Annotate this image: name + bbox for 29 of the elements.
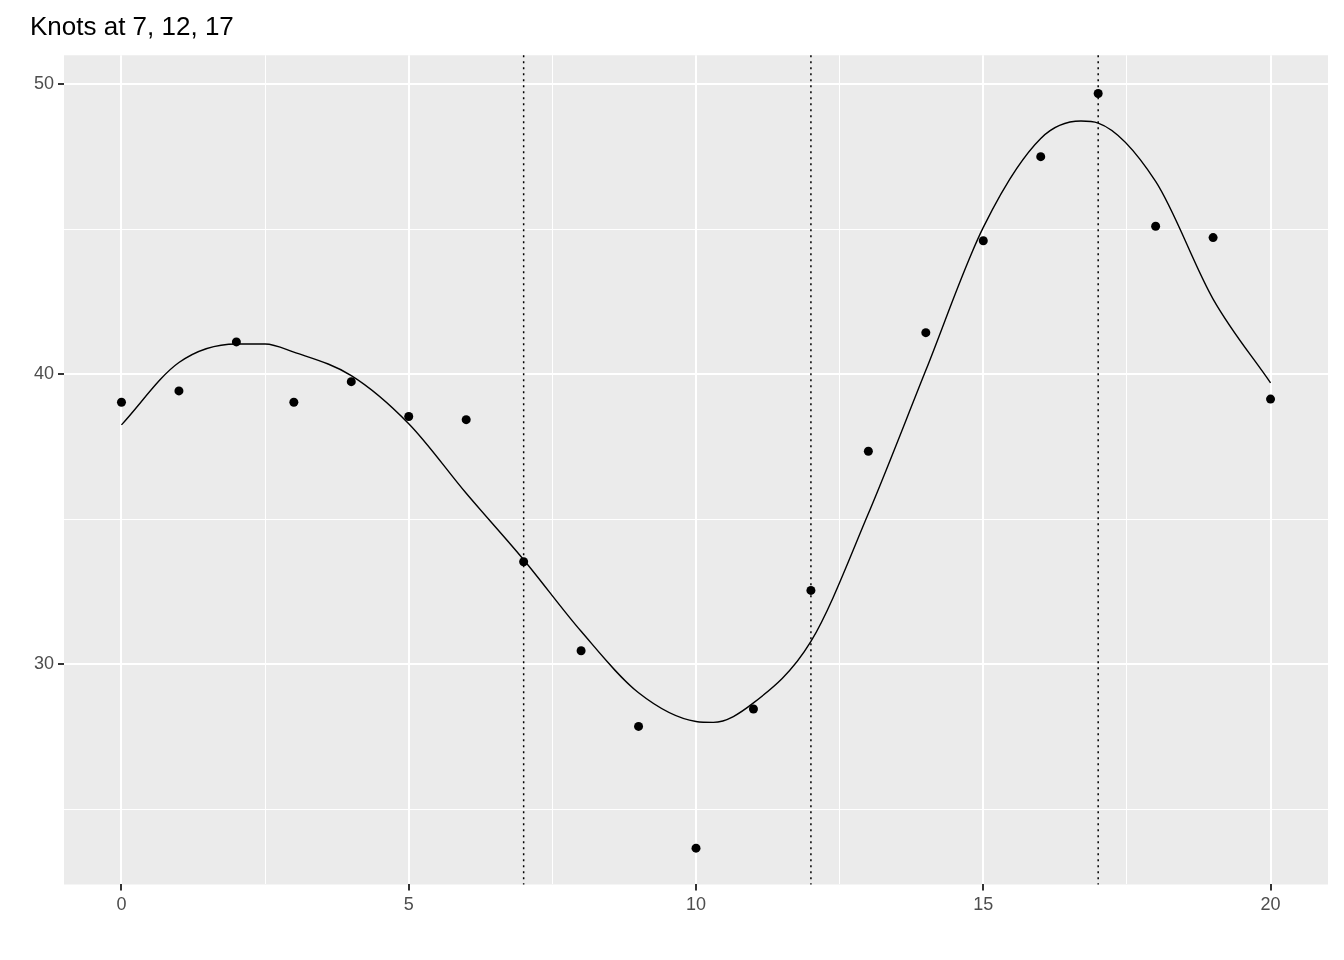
point: [576, 646, 586, 656]
point: [174, 386, 184, 396]
y-tick-label: 30: [33, 653, 55, 674]
point: [116, 397, 126, 407]
x-tick-label: 0: [116, 894, 127, 915]
point: [461, 415, 471, 425]
x-tick-label: 10: [686, 894, 707, 915]
point: [346, 377, 356, 387]
point: [863, 446, 873, 456]
x-tick-label: 15: [973, 894, 994, 915]
point: [1151, 221, 1161, 231]
point: [1036, 152, 1046, 162]
chart-title: Knots at 7, 12, 17: [30, 10, 234, 41]
point: [1208, 233, 1218, 243]
point: [519, 557, 529, 567]
point: [806, 585, 816, 595]
y-tick-label: 40: [33, 363, 55, 384]
point: [978, 236, 988, 246]
x-tick-label: 5: [403, 894, 414, 915]
point: [748, 704, 758, 714]
point: [691, 843, 701, 853]
x-tick-label: 20: [1260, 894, 1281, 915]
point: [404, 411, 414, 421]
point: [921, 328, 931, 338]
point: [634, 721, 644, 731]
point: [1266, 394, 1276, 404]
y-tick-label: 50: [33, 73, 55, 94]
point: [231, 337, 241, 347]
point: [289, 397, 299, 407]
